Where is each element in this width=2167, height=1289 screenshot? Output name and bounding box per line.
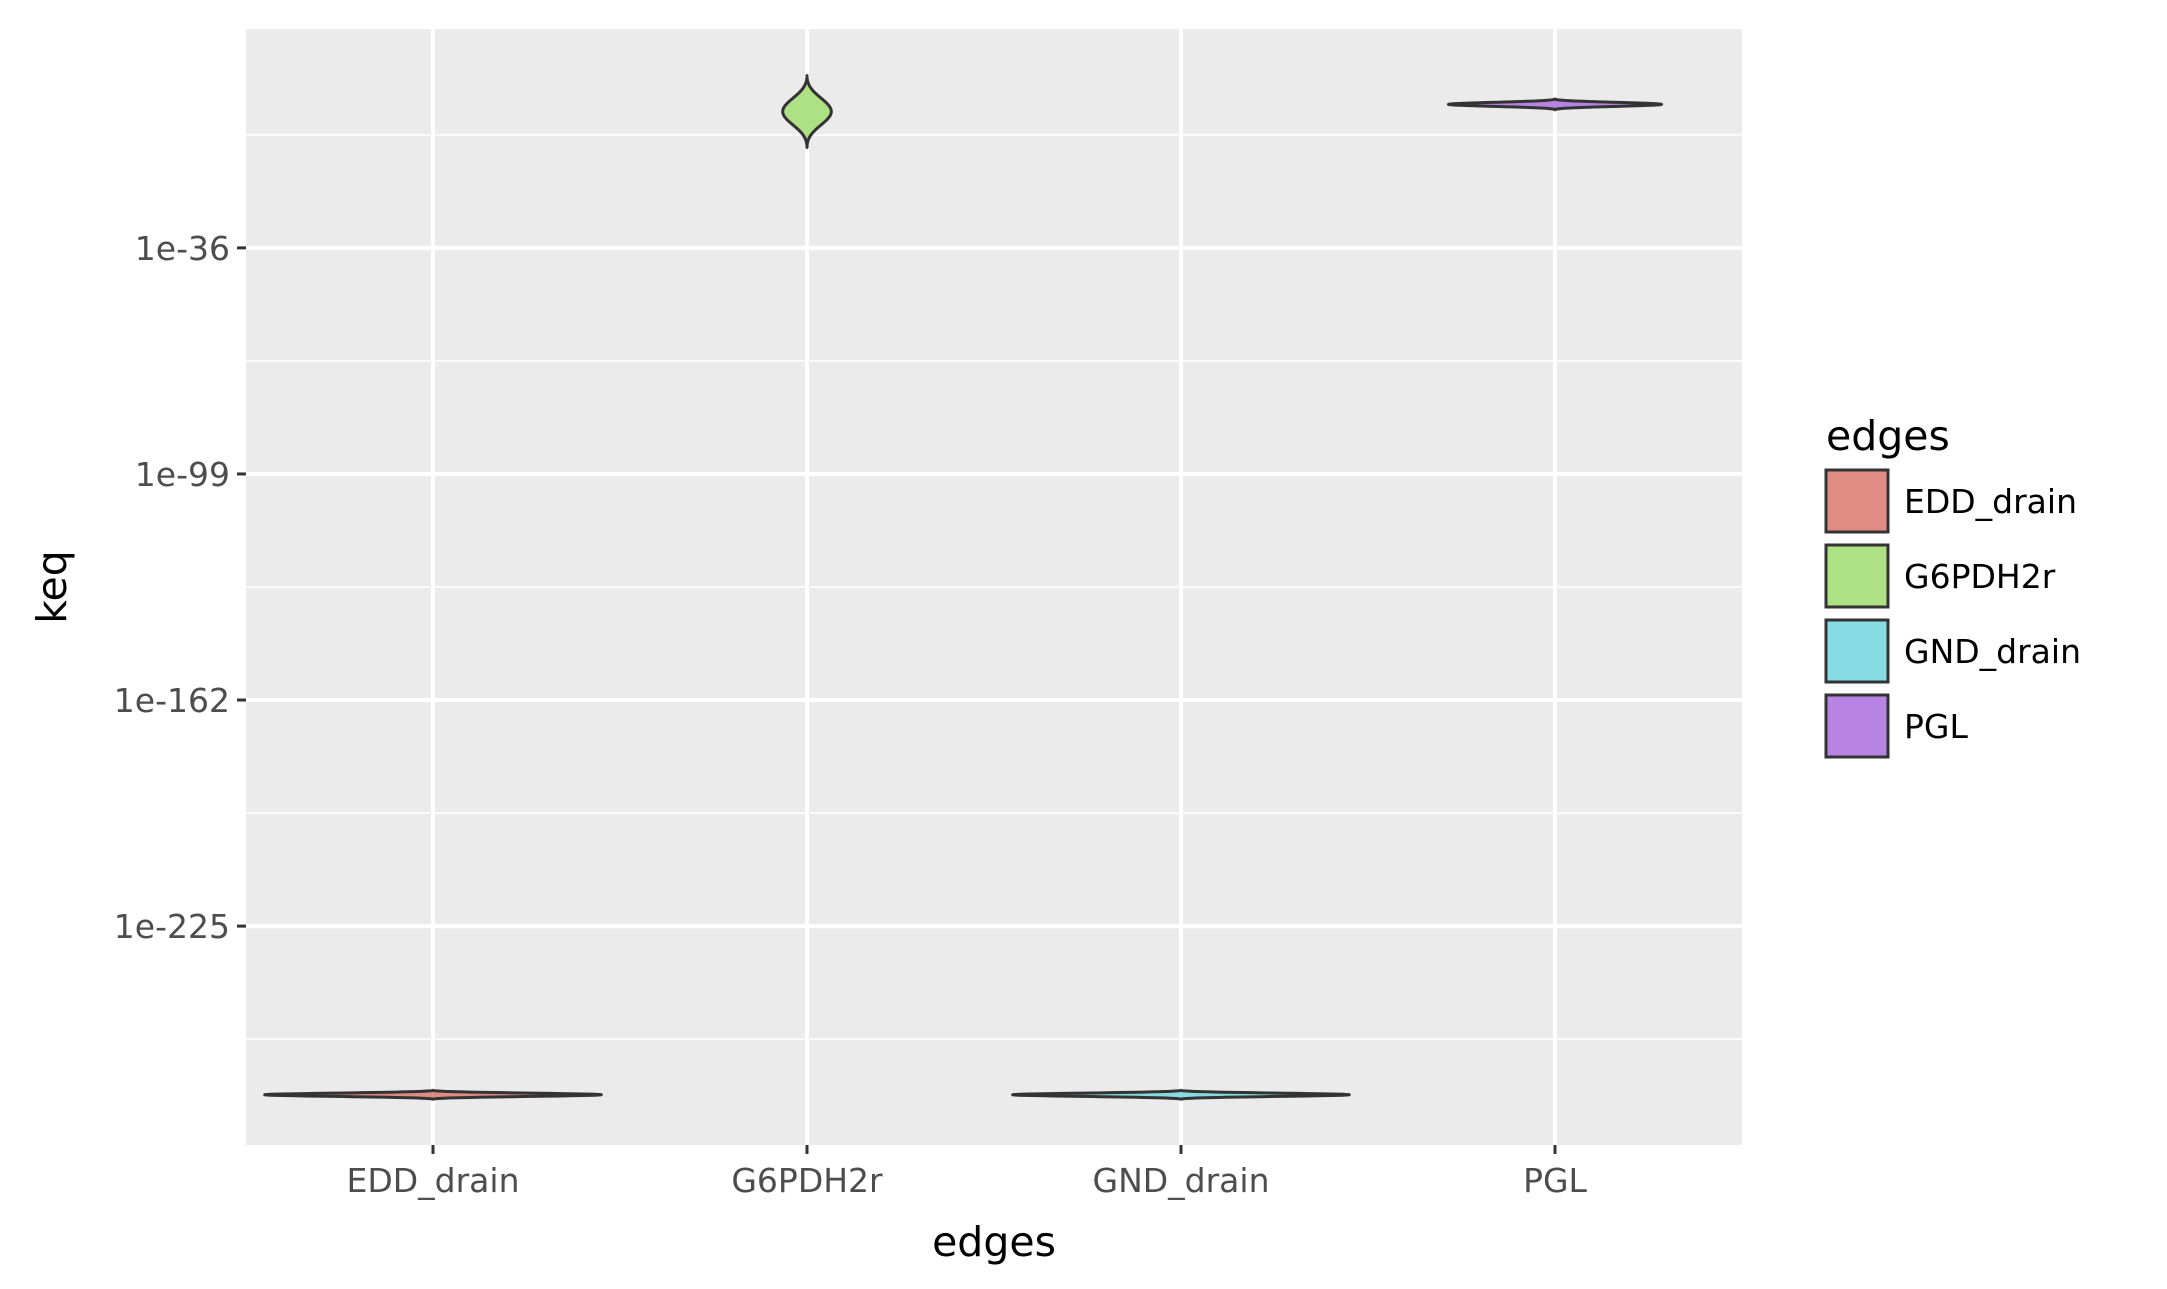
legend-label: EDD_drain xyxy=(1904,482,2077,521)
y-tick-label: 1e-162 xyxy=(114,681,230,720)
violin-G6PDH2r xyxy=(781,74,833,149)
x-axis: EDD_drain G6PDH2r GND_drain PGL xyxy=(347,1145,1588,1200)
violin-PGL xyxy=(1446,97,1664,112)
y-axis-title: keq xyxy=(28,550,76,624)
x-tick-label: GND_drain xyxy=(1093,1161,1270,1200)
legend-key-PGL xyxy=(1824,693,1890,759)
grid-lines xyxy=(246,29,1742,1145)
x-axis-title: edges xyxy=(932,1218,1056,1266)
x-tick-label: EDD_drain xyxy=(347,1161,520,1200)
legend-label: GND_drain xyxy=(1904,632,2081,671)
violin-GND_drain xyxy=(1011,1088,1351,1101)
y-tick-label: 1e-225 xyxy=(114,907,230,946)
y-tick-label: 1e-36 xyxy=(135,229,230,268)
x-tick-label: G6PDH2r xyxy=(731,1161,883,1200)
legend-key-EDD_drain xyxy=(1824,468,1890,534)
y-tick-label: 1e-99 xyxy=(135,455,230,494)
y-axis: 1e-36 1e-99 1e-162 1e-225 xyxy=(114,229,246,946)
violin-EDD_drain xyxy=(263,1088,603,1101)
legend-key-G6PDH2r xyxy=(1824,543,1890,609)
x-tick-label: PGL xyxy=(1523,1161,1587,1200)
violins xyxy=(263,74,1664,1101)
legend-label: G6PDH2r xyxy=(1904,557,2056,596)
legend-key-GND_drain xyxy=(1824,618,1890,684)
legend-label: PGL xyxy=(1904,707,1968,746)
legend: edges EDD_drain G6PDH2r GND_drain PGL xyxy=(1824,412,2081,759)
legend-title: edges xyxy=(1826,412,1950,460)
